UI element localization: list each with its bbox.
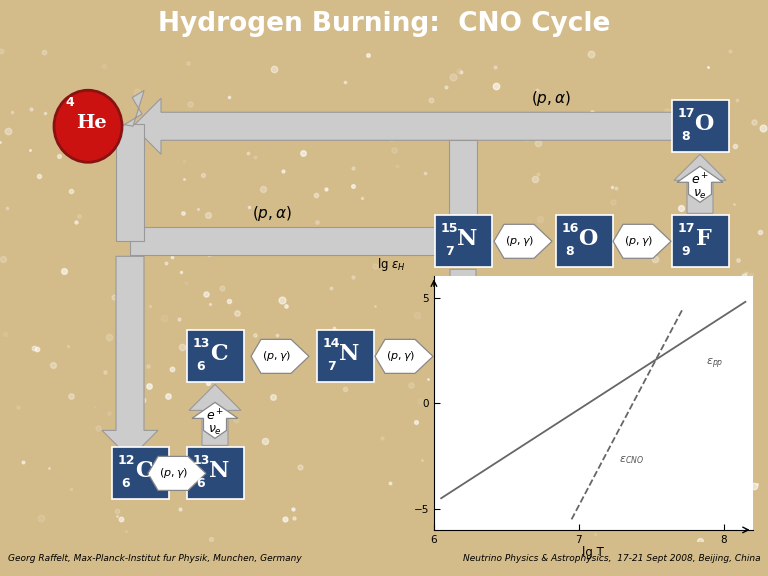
Text: lg $\varepsilon_H$: lg $\varepsilon_H$ bbox=[376, 256, 406, 273]
Text: $\varepsilon_{CNO}$: $\varepsilon_{CNO}$ bbox=[619, 454, 644, 466]
Text: 17: 17 bbox=[677, 222, 695, 235]
Polygon shape bbox=[440, 286, 486, 323]
Text: 6: 6 bbox=[197, 477, 205, 490]
Polygon shape bbox=[674, 154, 726, 213]
Text: $e^+$: $e^+$ bbox=[206, 409, 224, 424]
Text: 8: 8 bbox=[682, 130, 690, 143]
Text: 8: 8 bbox=[445, 360, 453, 373]
Text: $\nu_e$: $\nu_e$ bbox=[208, 424, 222, 437]
Polygon shape bbox=[437, 270, 489, 328]
Text: 7: 7 bbox=[326, 360, 336, 373]
FancyBboxPatch shape bbox=[671, 100, 729, 152]
FancyBboxPatch shape bbox=[187, 331, 243, 382]
Text: 14: 14 bbox=[323, 337, 339, 350]
Text: $(p,\alpha)$: $(p,\alpha)$ bbox=[252, 204, 292, 223]
Text: 9: 9 bbox=[682, 245, 690, 258]
Text: 15: 15 bbox=[440, 337, 458, 350]
Text: $e^+$: $e^+$ bbox=[691, 173, 709, 188]
Text: 7: 7 bbox=[445, 245, 453, 258]
Ellipse shape bbox=[54, 90, 122, 162]
Polygon shape bbox=[130, 228, 435, 255]
FancyBboxPatch shape bbox=[435, 331, 492, 382]
Polygon shape bbox=[116, 124, 144, 241]
Text: Hydrogen Burning:  CNO Cycle: Hydrogen Burning: CNO Cycle bbox=[157, 10, 611, 37]
Polygon shape bbox=[192, 403, 238, 438]
Text: 13: 13 bbox=[192, 454, 210, 467]
Polygon shape bbox=[96, 90, 144, 128]
Text: O: O bbox=[578, 228, 598, 251]
Text: 16: 16 bbox=[561, 222, 578, 235]
Polygon shape bbox=[251, 339, 309, 373]
Polygon shape bbox=[494, 224, 552, 258]
Text: C: C bbox=[210, 343, 228, 365]
Text: O: O bbox=[457, 343, 477, 365]
FancyBboxPatch shape bbox=[435, 215, 492, 267]
FancyBboxPatch shape bbox=[316, 331, 373, 382]
Text: N: N bbox=[209, 460, 229, 483]
FancyBboxPatch shape bbox=[187, 448, 243, 499]
Text: $(p,\gamma)$: $(p,\gamma)$ bbox=[263, 350, 292, 363]
Text: C: C bbox=[135, 460, 153, 483]
Text: $(p,\gamma)$: $(p,\gamma)$ bbox=[624, 234, 654, 248]
Polygon shape bbox=[102, 256, 158, 458]
Polygon shape bbox=[130, 460, 187, 487]
Text: $\varepsilon_{pp}$: $\varepsilon_{pp}$ bbox=[707, 357, 723, 371]
X-axis label: lg T: lg T bbox=[582, 546, 604, 559]
Text: He: He bbox=[76, 114, 106, 132]
Text: 6: 6 bbox=[121, 477, 131, 490]
Polygon shape bbox=[148, 456, 206, 490]
Polygon shape bbox=[677, 166, 723, 202]
Text: N: N bbox=[457, 228, 477, 251]
Polygon shape bbox=[189, 384, 241, 445]
Text: Neutrino Physics & Astrophysics,  17-21 Sept 2008, Beijing, China: Neutrino Physics & Astrophysics, 17-21 S… bbox=[462, 554, 760, 563]
Text: $\nu_e$: $\nu_e$ bbox=[693, 188, 707, 201]
Polygon shape bbox=[133, 98, 672, 154]
Text: $(p,\gamma)$: $(p,\gamma)$ bbox=[160, 467, 189, 480]
Text: 17: 17 bbox=[677, 107, 695, 120]
FancyBboxPatch shape bbox=[111, 448, 168, 499]
Text: 8: 8 bbox=[566, 245, 574, 258]
Text: $(p,\alpha)$: $(p,\alpha)$ bbox=[531, 89, 571, 108]
Polygon shape bbox=[613, 224, 671, 258]
Text: 4: 4 bbox=[65, 96, 74, 109]
Text: $(p,\gamma)$: $(p,\gamma)$ bbox=[505, 234, 535, 248]
Polygon shape bbox=[449, 141, 477, 228]
Polygon shape bbox=[375, 339, 433, 373]
Text: 15: 15 bbox=[440, 222, 458, 235]
Text: Georg Raffelt, Max-Planck-Institut fur Physik, Munchen, Germany: Georg Raffelt, Max-Planck-Institut fur P… bbox=[8, 554, 301, 563]
Text: 13: 13 bbox=[192, 337, 210, 350]
Text: F: F bbox=[696, 228, 712, 251]
FancyBboxPatch shape bbox=[671, 215, 729, 267]
Text: N: N bbox=[339, 343, 359, 365]
Text: $\nu_e$: $\nu_e$ bbox=[456, 308, 470, 321]
Text: 12: 12 bbox=[118, 454, 134, 467]
FancyBboxPatch shape bbox=[555, 215, 613, 267]
Text: 6: 6 bbox=[197, 360, 205, 373]
Text: O: O bbox=[694, 113, 713, 135]
Text: $(p,\gamma)$: $(p,\gamma)$ bbox=[386, 350, 415, 363]
Text: $e^+$: $e^+$ bbox=[454, 293, 472, 308]
